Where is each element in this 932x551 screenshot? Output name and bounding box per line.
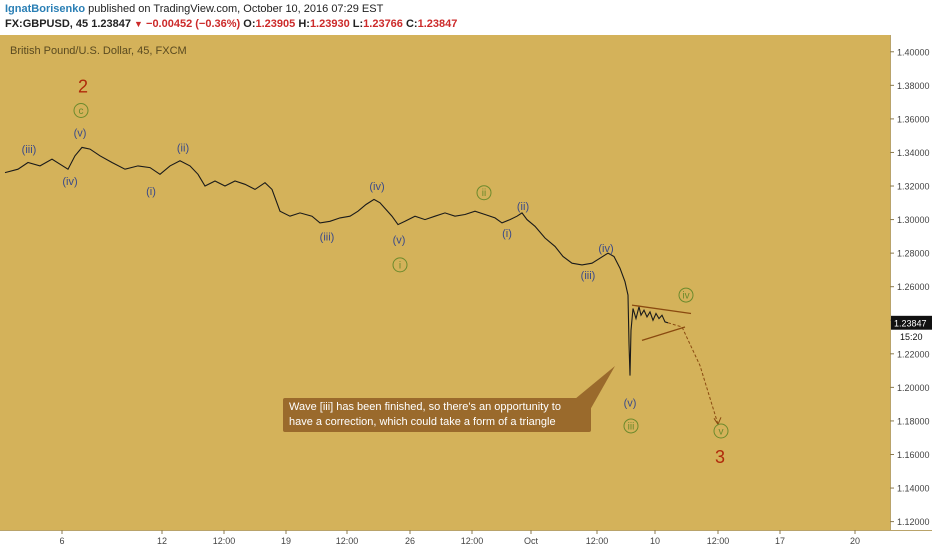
x-tick-group: 6 12 12:00 19 12:00 26 12:00 Oct 12:00 10 12:00 17 2…: [59, 530, 860, 546]
publish-info: published on TradingView.com, October 10…: [88, 3, 384, 15]
plot-area[interactable]: [0, 35, 890, 530]
projection-path: [667, 322, 719, 425]
close-value: 1.23847: [417, 18, 458, 30]
y-tick-label: 1.38000: [897, 81, 930, 91]
y-tick-label: 1.16000: [897, 450, 930, 460]
wave-label-paren: (ii): [517, 201, 529, 213]
wave-label-paren: (i): [146, 186, 156, 198]
wave-label-text: ii: [482, 188, 486, 199]
wave-label-paren: (v): [624, 397, 637, 409]
symbol-label: FX:GBPUSD, 45: [5, 18, 89, 30]
price-axis[interactable]: [890, 35, 932, 530]
triangle-line: [641, 326, 686, 342]
countdown-box: [891, 329, 932, 343]
price-line: [4, 146, 669, 376]
y-tick-label: 1.26000: [897, 282, 930, 292]
wave-label-circle: [623, 418, 639, 434]
x-tick-label: 12: [157, 536, 167, 546]
y-tick-label: 1.28000: [897, 249, 930, 259]
high-value: 1.23930: [309, 18, 350, 30]
chart-header: IgnatBorisenko published on TradingView.…: [0, 0, 932, 34]
chart-title: British Pound/U.S. Dollar, 45, FXCM: [10, 45, 187, 57]
x-tick-label: 12:00: [586, 536, 609, 546]
wave-label-text: c: [79, 106, 84, 117]
y-tick-label: 1.30000: [897, 215, 930, 225]
wave-labels: 2 c (v) (iii) (iv) (ii) (i) (iv) ii (ii) (iii) (v) i…: [22, 76, 729, 467]
wave-label-major: 2: [78, 76, 88, 96]
x-tick-label: 12:00: [707, 536, 730, 546]
wave-label-paren: (iv): [598, 243, 613, 255]
time-axis[interactable]: [0, 530, 932, 551]
wave-label-paren: (iii): [22, 144, 37, 156]
x-tick-label: Oct: [524, 536, 539, 546]
wave-label-paren: (iii): [320, 231, 335, 243]
analysis-note: Wave [iii] has been finished, so there's…: [283, 398, 591, 432]
y-tick-label: 1.12000: [897, 517, 930, 527]
last-price: 1.23847: [91, 18, 131, 30]
y-tick-label: 1.20000: [897, 383, 930, 393]
low-value: 1.23766: [363, 18, 403, 30]
wave-label-circle: [392, 257, 408, 273]
x-tick-label: 26: [405, 536, 415, 546]
author-link[interactable]: IgnatBorisenko: [5, 3, 86, 15]
countdown-label: 15:20: [900, 332, 923, 342]
series-group: [4, 146, 722, 426]
wave-label-text: v: [719, 427, 724, 438]
wave-label-paren: (ii): [177, 142, 189, 154]
wave-label-circle: [678, 287, 694, 303]
open-label: O:: [243, 18, 256, 30]
projection-arrowhead: [713, 417, 722, 426]
wave-label-paren: (iv): [62, 176, 77, 188]
y-tick-label: 1.32000: [897, 182, 930, 192]
price-tag-box: [891, 315, 932, 330]
x-tick-label: 12:00: [461, 536, 484, 546]
wave-label-paren: (iii): [581, 270, 596, 282]
wave-label-circle: [713, 423, 729, 439]
wave-label-text: iii: [628, 421, 635, 432]
x-tick-label: 6: [59, 536, 64, 546]
wave-label-paren: (v): [393, 235, 406, 247]
triangle-line: [631, 304, 692, 315]
x-tick-label: 19: [281, 536, 291, 546]
x-tick-label: 10: [650, 536, 660, 546]
publish-line: IgnatBorisenko published on TradingView.…: [5, 3, 383, 15]
y-tick-group: 1.12000 1.14000 1.16000 1.18000 1.20000 1.220…: [890, 47, 930, 527]
y-tick-label: 1.14000: [897, 484, 930, 494]
current-price-tag: 1.23847 15:20: [891, 315, 932, 343]
y-tick-label: 1.18000: [897, 416, 930, 426]
x-tick-label: 17: [775, 536, 785, 546]
wave-label-paren: (v): [74, 127, 87, 139]
down-triangle-icon: ▼: [134, 19, 143, 29]
x-tick-label: 12:00: [213, 536, 236, 546]
wave-label-major: 3: [715, 447, 725, 467]
y-tick-label: 1.22000: [897, 349, 930, 359]
x-tick-label: 20: [850, 536, 860, 546]
y-tick-label: 1.36000: [897, 114, 930, 124]
x-tick-label: 12:00: [336, 536, 359, 546]
price-change: −0.00452 (−0.36%): [146, 18, 241, 30]
price-tag-label: 1.23847: [894, 318, 927, 328]
wave-label-circle: [476, 185, 492, 201]
wave-label-circle: [73, 103, 89, 119]
high-label: H:: [298, 18, 310, 30]
wave-label-paren: (i): [502, 228, 512, 240]
low-label: L:: [352, 18, 364, 30]
y-tick-label: 1.40000: [897, 47, 930, 57]
wave-label-paren: (iv): [369, 181, 384, 193]
close-label: C:: [405, 18, 418, 30]
open-value: 1.23905: [255, 18, 296, 30]
wave-label-text: i: [399, 260, 401, 271]
wave-label-text: iv: [682, 291, 689, 302]
y-tick-label: 1.34000: [897, 148, 930, 158]
quote-line: FX:GBPUSD, 45 1.23847 ▼ −0.00452 (−0.36%…: [5, 18, 457, 30]
